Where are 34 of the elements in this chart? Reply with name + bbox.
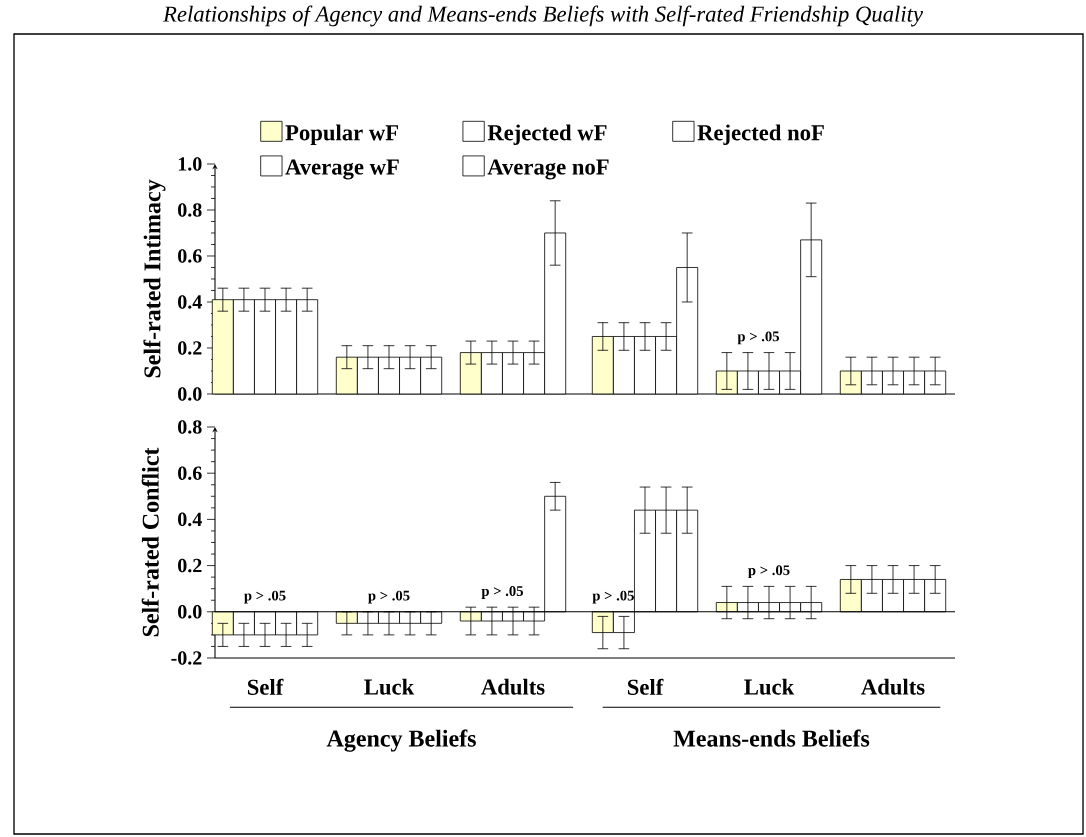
annotation: p > .05 [737, 331, 780, 345]
y-tick-label: 0.2 [178, 341, 202, 355]
legend-label: Popular wF [285, 124, 398, 146]
legend-label: Average wF [285, 159, 399, 180]
annotation: p > .05 [592, 590, 634, 604]
legend-label: Rejected wF [487, 124, 607, 146]
annotation: p > .05 [748, 565, 790, 579]
y-axis-title: Self-rated Intimacy [143, 179, 166, 378]
y-tick-label: 0.4 [178, 512, 202, 527]
x-tick-label: Self [627, 678, 664, 695]
y-axis-title: Self-rated Conflict [141, 447, 159, 637]
legend-label: Average noF [487, 159, 609, 180]
y-tick-label: 1.0 [178, 157, 202, 171]
y-tick-label: 0.0 [178, 387, 202, 401]
x-axis-title: Agency Beliefs [326, 729, 476, 752]
chart-title: Relationships of Agency and Means-ends Beliefs with Self-rated Friendship Quality [162, 5, 924, 27]
y-tick-label: -0.2 [171, 651, 202, 665]
annotation: p > .05 [481, 586, 523, 599]
y-tick-label: 0.6 [178, 466, 202, 480]
y-tick-label: 0.4 [178, 295, 202, 309]
y-tick-label: 0.8 [178, 203, 202, 217]
x-tick-label: Adults [481, 678, 545, 695]
annotation: p > .05 [244, 590, 286, 604]
x-axis-title: Means-ends Beliefs [673, 729, 870, 747]
legend-label: Rejected noF [697, 124, 824, 146]
y-tick-label: 0.6 [178, 249, 202, 263]
y-tick-label: 0.8 [178, 420, 202, 434]
x-tick-label: Self [247, 678, 284, 695]
annotation: p > .05 [368, 590, 410, 604]
y-tick-label: 0.0 [178, 605, 202, 619]
y-tick-label: 0.2 [178, 558, 202, 573]
x-tick-label: Luck [744, 678, 795, 695]
x-tick-label: Luck [364, 678, 415, 695]
x-tick-label: Adults [861, 678, 925, 695]
